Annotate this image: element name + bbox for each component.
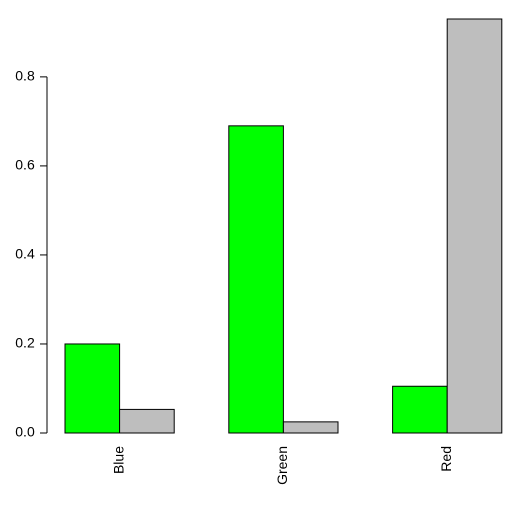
y-tick-label: 0.8 bbox=[15, 68, 35, 84]
bar bbox=[446, 18, 503, 434]
bar bbox=[282, 421, 339, 434]
x-tick-label: Red bbox=[438, 446, 454, 472]
bar bbox=[64, 343, 121, 434]
y-tick-label: 0.6 bbox=[15, 157, 35, 173]
y-tick-label: 0.2 bbox=[15, 335, 35, 351]
bar bbox=[228, 125, 284, 434]
x-tick-label: Blue bbox=[110, 446, 126, 474]
y-tick-label: 0.4 bbox=[15, 246, 35, 262]
x-tick-label: Green bbox=[274, 446, 290, 485]
bar bbox=[392, 385, 448, 434]
y-tick-label: 0.0 bbox=[15, 424, 35, 440]
bar bbox=[119, 408, 175, 434]
